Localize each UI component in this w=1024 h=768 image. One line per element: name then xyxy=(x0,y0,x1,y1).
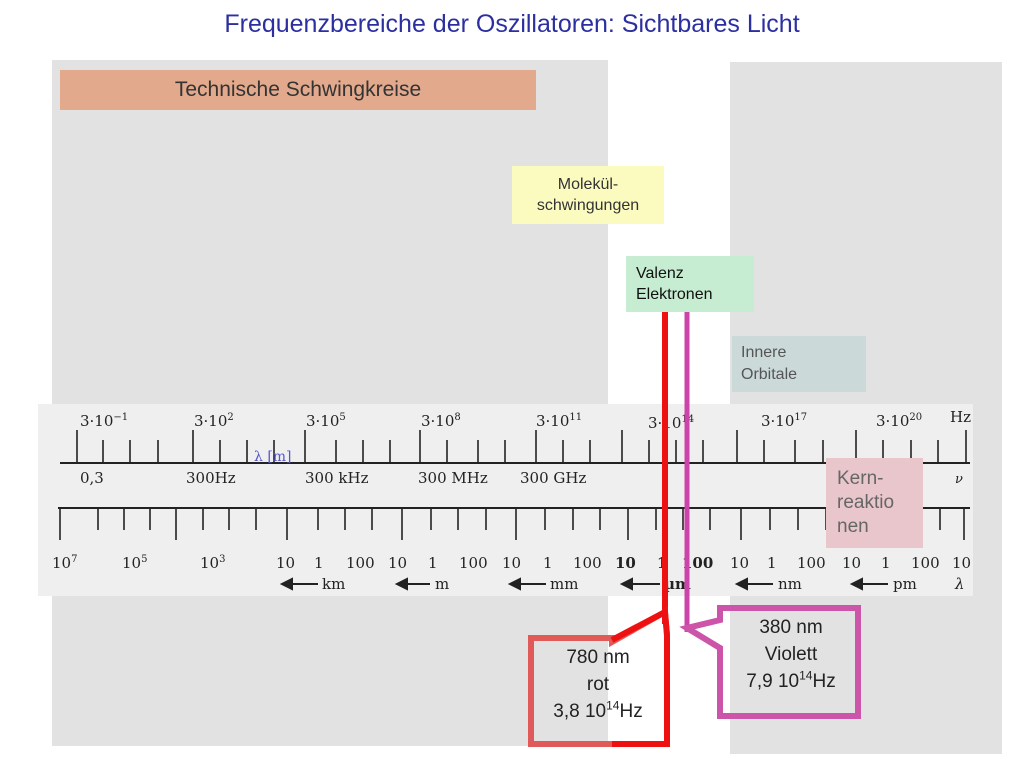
technische-schwingkreise-box: Technische Schwingkreise xyxy=(60,70,536,110)
molekuel-line-1: Molekül- xyxy=(557,176,619,193)
red-frequency: 3,8 1014Hz xyxy=(553,698,643,722)
wl-num-15: 10 xyxy=(842,554,861,572)
freq-name-2: 300 kHz xyxy=(305,469,369,487)
wl-num-13: 1 xyxy=(767,554,777,572)
freq-label-1: 3·102 xyxy=(194,412,234,430)
wl-num-14: 100 xyxy=(797,554,826,572)
freq-symbol: ν xyxy=(955,472,963,487)
unit-mm: mm xyxy=(550,575,578,593)
molekuel-line-2: schwingungen xyxy=(536,197,640,214)
red-callout-arrow xyxy=(610,607,670,747)
wl-num-6: 10 xyxy=(502,554,521,572)
red-wavelength: 780 nm xyxy=(566,647,630,668)
valenz-elektronen-box: Valenz Elektronen xyxy=(626,256,754,312)
unit-pm: pm xyxy=(893,575,917,593)
wl-exp-0: 107 xyxy=(52,554,77,572)
kern-line-2: reaktio xyxy=(837,492,895,513)
freq-name-0: 0,3 xyxy=(80,469,104,487)
wl-num-17: 100 xyxy=(911,554,940,572)
freq-label-7: 3·1020 xyxy=(876,412,922,430)
molekuel-schwingungen-box: Molekül- schwingungen xyxy=(512,166,664,224)
unit-arrows xyxy=(279,577,888,591)
kern-line-1: Kern- xyxy=(837,468,884,489)
freq-label-3: 3·108 xyxy=(421,412,461,430)
innere-orbitale-box: Innere Orbitale xyxy=(732,336,866,392)
freq-name-4: 300 GHz xyxy=(520,469,586,487)
wl-num-5: 100 xyxy=(459,554,488,572)
freq-unit: Hz xyxy=(950,408,971,426)
valenz-line-1: Valenz xyxy=(636,265,684,282)
wl-exp-2: 103 xyxy=(200,554,225,572)
frequency-ticks xyxy=(76,430,967,463)
wl-num-0: 10 xyxy=(276,554,295,572)
wl-num-18: 10 xyxy=(952,554,971,572)
wl-num-12: 10 xyxy=(730,554,749,572)
wl-symbol: λ xyxy=(954,575,965,593)
wl-num-9: 10 xyxy=(615,554,636,572)
innere-line-2: Orbitale xyxy=(741,366,798,383)
kern-line-3: nen xyxy=(837,516,869,537)
unit-m: m xyxy=(435,575,449,593)
freq-name-1: 300Hz xyxy=(186,469,236,487)
scale-background xyxy=(38,404,973,596)
unit-um: µm xyxy=(664,575,691,593)
kernreaktionen-box: Kern- reaktio nen xyxy=(826,458,923,548)
valenz-line-2: Elektronen xyxy=(636,286,713,303)
violet-color-name: Violett xyxy=(764,644,818,665)
freq-label-4: 3·1011 xyxy=(536,412,582,430)
wl-num-7: 1 xyxy=(543,554,553,572)
innere-line-1: Innere xyxy=(741,344,787,361)
lambda-marker: λ [m] xyxy=(254,449,292,465)
violet-callout-frame xyxy=(679,605,861,719)
page-title: Frequenzbereiche der Oszillatoren: Sicht… xyxy=(224,10,800,38)
violet-callout: 380 nm Violett 7,9 1014Hz xyxy=(726,614,856,695)
violet-frequency: 7,9 1014Hz xyxy=(746,668,836,692)
freq-name-3: 300 MHz xyxy=(418,469,488,487)
wl-num-1: 1 xyxy=(314,554,324,572)
wl-num-3: 10 xyxy=(388,554,407,572)
wl-num-11: 100 xyxy=(682,554,713,572)
freq-label-6: 3·1017 xyxy=(761,412,807,430)
red-color-name: rot xyxy=(586,674,610,695)
wl-num-16: 1 xyxy=(881,554,891,572)
unit-nm: nm xyxy=(778,575,802,593)
wl-exp-1: 105 xyxy=(122,554,147,572)
freq-label-2: 3·105 xyxy=(306,412,346,430)
freq-label-0: 3·10−1 xyxy=(80,412,128,430)
wl-num-2: 100 xyxy=(346,554,375,572)
wl-num-8: 100 xyxy=(573,554,602,572)
red-callout: 780 nm rot 3,8 1014Hz xyxy=(533,644,663,725)
violet-wavelength: 380 nm xyxy=(759,617,823,638)
wl-num-4: 1 xyxy=(428,554,438,572)
unit-km: km xyxy=(322,575,345,593)
